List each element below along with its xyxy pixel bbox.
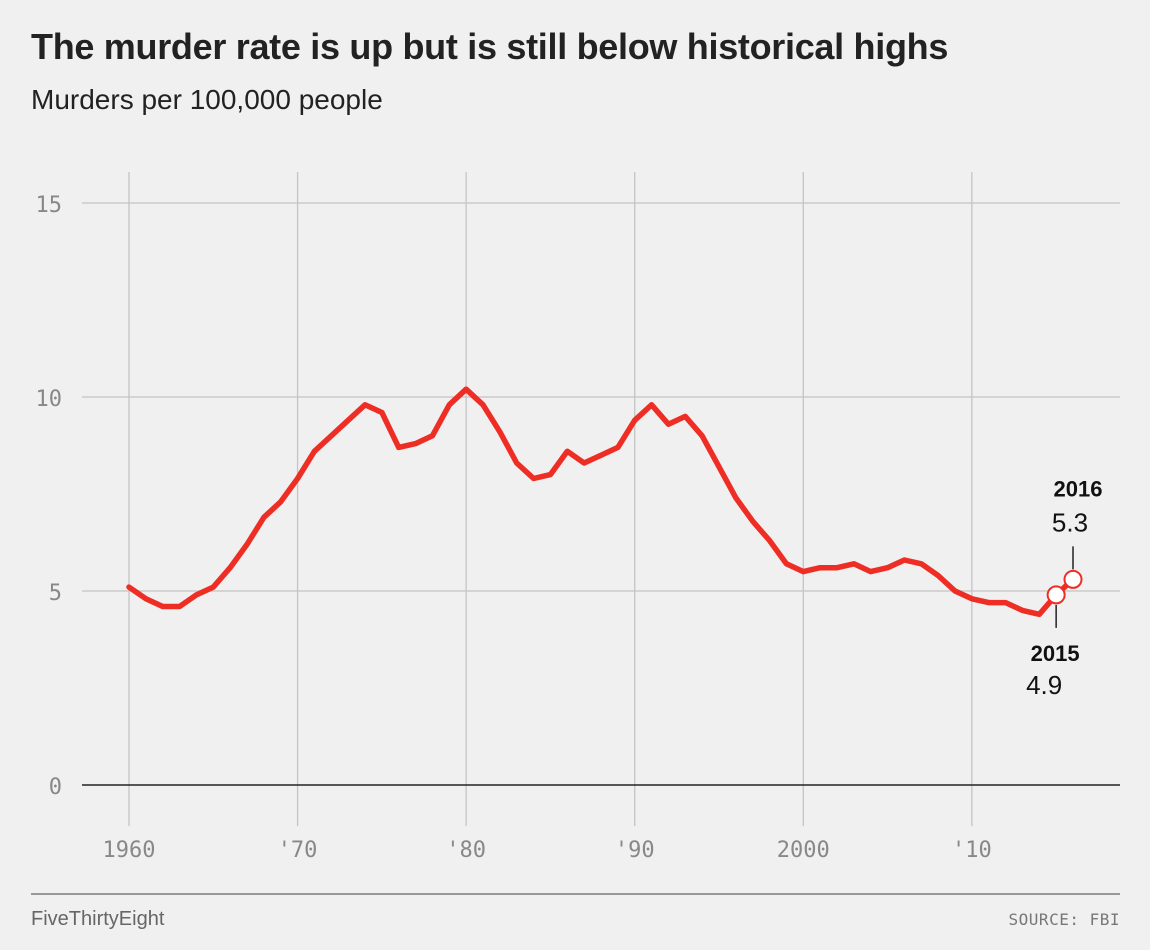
- y-tick-label: 0: [49, 775, 62, 800]
- chart-subtitle: Murders per 100,000 people: [31, 84, 383, 115]
- source-credit: SOURCE: FBI: [1008, 910, 1120, 929]
- y-tick-label: 5: [49, 581, 62, 606]
- x-tick-label: '90: [615, 838, 655, 863]
- x-tick-label: '70: [278, 838, 318, 863]
- x-tick-label: '80: [446, 838, 486, 863]
- annotation-value-label: 5.3: [1052, 507, 1088, 537]
- brand-logo-text: FiveThirtyEight: [31, 908, 165, 930]
- annotation-value-label: 4.9: [1026, 670, 1062, 700]
- y-tick-label: 15: [36, 193, 63, 218]
- annotation-year-label: 2016: [1054, 476, 1103, 501]
- murder-rate-line: [126, 386, 1076, 618]
- x-tick-label: '10: [952, 838, 992, 863]
- annotation-point-marker: [1063, 569, 1083, 589]
- y-tick-label: 10: [36, 387, 63, 412]
- x-tick-label: 1960: [103, 838, 156, 863]
- footer-divider: [31, 893, 1120, 895]
- line-chart: 0 5 10 15 1960 '70 '80 '90 2000 '10 2015 4.9 2016 5.3: [36, 172, 1120, 863]
- chart-title: The murder rate is up but is still below…: [31, 26, 949, 67]
- annotation-point-marker: [1046, 585, 1066, 605]
- x-tick-label: 2000: [777, 838, 830, 863]
- annotation-year-label: 2015: [1031, 641, 1080, 666]
